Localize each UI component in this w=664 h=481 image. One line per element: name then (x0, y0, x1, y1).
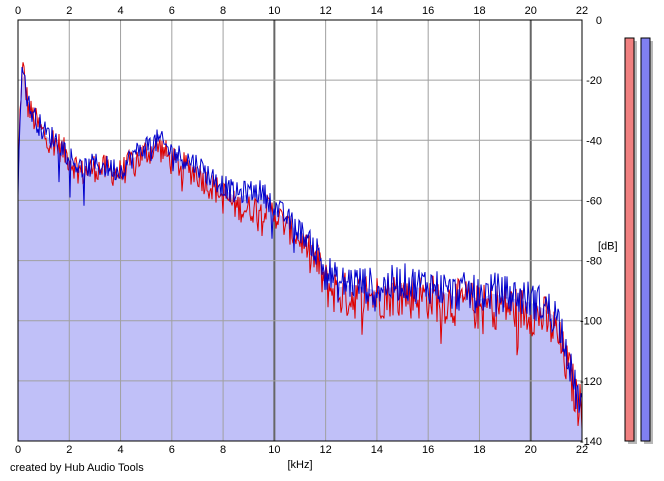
x-tick-label-top: 20 (525, 5, 537, 17)
y-tick-label: -100 (580, 316, 602, 328)
y-tick-label: -80 (586, 256, 602, 268)
x-tick-label-top: 12 (320, 5, 332, 17)
series-layer (17, 62, 583, 430)
x-tick-label-top: 6 (169, 5, 175, 17)
y-axis-label: [dB] (598, 241, 618, 253)
x-tick-label: 4 (117, 444, 123, 456)
y-tick-label: 0 (596, 15, 602, 27)
level-meter-left (624, 37, 635, 442)
series-line-blue (17, 66, 583, 413)
x-tick-labels-bottom: 0 2 4 6 8 10 12 14 16 18 20 22 (15, 444, 588, 456)
plot-frame (17, 19, 583, 442)
x-tick-label-top: 16 (422, 5, 434, 17)
x-tick-label: 16 (422, 444, 434, 456)
x-tick-label: 6 (169, 444, 175, 456)
x-tick-label-top: 14 (371, 5, 383, 17)
x-tick-label: 12 (320, 444, 332, 456)
x-tick-label-top: 8 (220, 5, 226, 17)
x-tick-label-top: 22 (576, 5, 588, 17)
y-tick-label: -20 (586, 75, 602, 87)
spectrum-fill (18, 75, 582, 441)
series-line-red (17, 62, 583, 430)
x-tick-label: 10 (268, 444, 280, 456)
y-tick-labels: 0 -20 -40 -60 -80 -100 -120 -140 (580, 15, 602, 448)
x-tick-label-top: 2 (66, 5, 72, 17)
y-tick-label: -60 (586, 195, 602, 207)
x-tick-label: 2 (66, 444, 72, 456)
x-tick-label-top: 0 (15, 5, 21, 17)
x-axis-label: [kHz] (287, 459, 312, 471)
y-tick-label: -120 (580, 376, 602, 388)
y-tick-label: -140 (580, 436, 602, 448)
x-tick-label: 18 (473, 444, 485, 456)
x-tick-label: 14 (371, 444, 383, 456)
x-tick-label: 22 (576, 444, 588, 456)
x-tick-label: 0 (15, 444, 21, 456)
x-tick-label-top: 10 (268, 5, 280, 17)
x-tick-labels-top: 0 2 4 6 8 10 12 14 16 18 20 22 (15, 5, 588, 17)
credit-text: created by Hub Audio Tools (10, 462, 144, 474)
spectrum-fill-area (18, 75, 582, 441)
x-tick-label-top: 18 (473, 5, 485, 17)
level-meter-right (640, 37, 651, 442)
level-meters (624, 37, 653, 444)
y-tick-label: -40 (586, 135, 602, 147)
x-tick-label: 8 (220, 444, 226, 456)
x-tick-label-top: 4 (117, 5, 123, 17)
x-tick-label: 20 (525, 444, 537, 456)
